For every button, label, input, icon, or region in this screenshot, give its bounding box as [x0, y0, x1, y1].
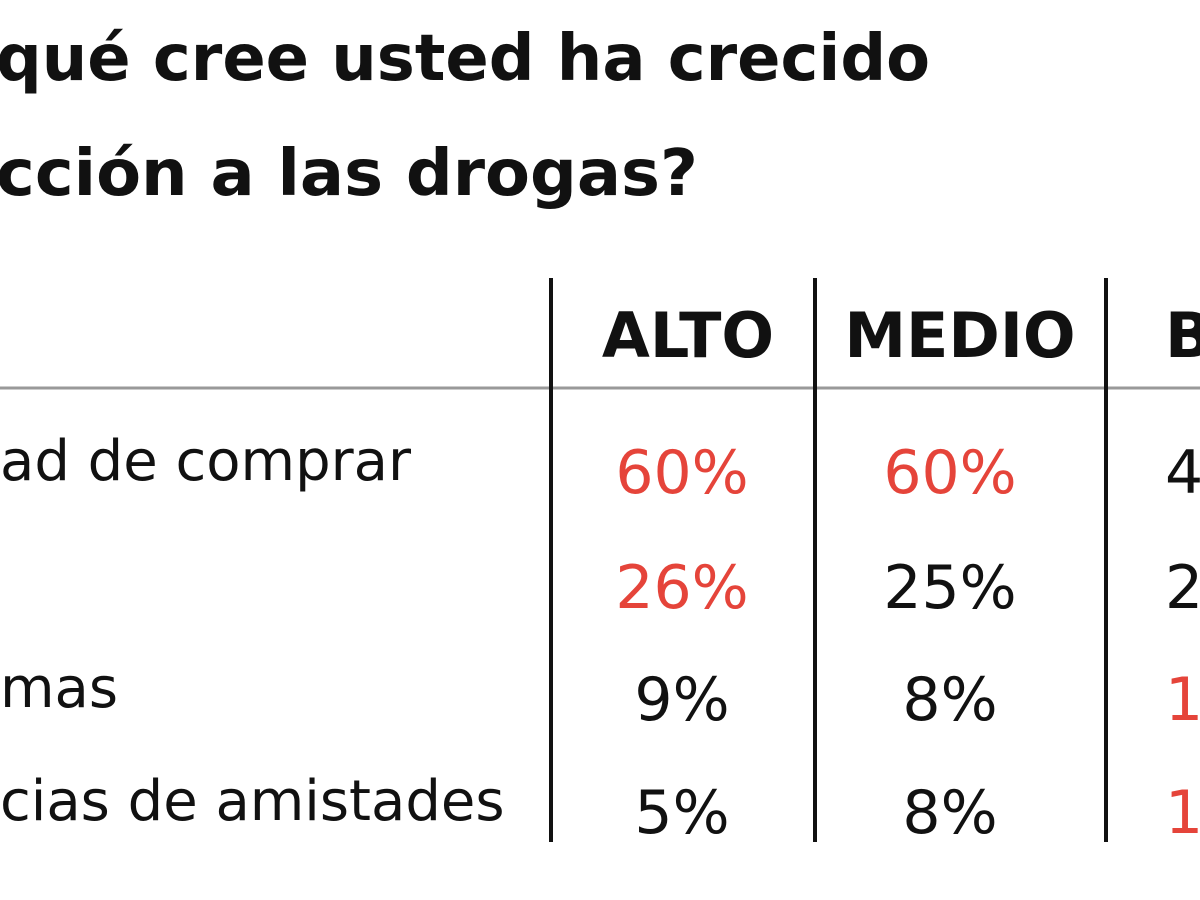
cell-value: 60%	[883, 438, 1016, 508]
cell-value: 4	[1165, 438, 1200, 508]
cell-value: 8%	[902, 665, 997, 735]
row-label: ad de comprar	[0, 429, 412, 494]
cell-value: 9%	[634, 665, 729, 735]
table: ALTO MEDIO Bad de comprar 60% 60% 4 26% 25% 2 mas…	[0, 299, 1200, 848]
cell-value: 8%	[902, 778, 997, 848]
cell-value: 1	[1165, 778, 1200, 848]
row-label: cias de amistades	[0, 769, 505, 834]
cell-value: 5%	[634, 778, 729, 848]
column-header: MEDIO	[844, 299, 1075, 372]
title-line: cción a las drogas?	[0, 137, 698, 211]
title-line: qué cree usted ha crecido	[0, 22, 930, 96]
cell-value: 2	[1165, 553, 1200, 623]
row-label: mas	[0, 656, 118, 721]
cell-value: 25%	[883, 553, 1016, 623]
column-header: ALTO	[602, 299, 774, 372]
cell-value: 60%	[615, 438, 748, 508]
column-header: B	[1165, 299, 1200, 372]
cell-value: 1	[1165, 665, 1200, 735]
cell-value: 26%	[615, 553, 748, 623]
